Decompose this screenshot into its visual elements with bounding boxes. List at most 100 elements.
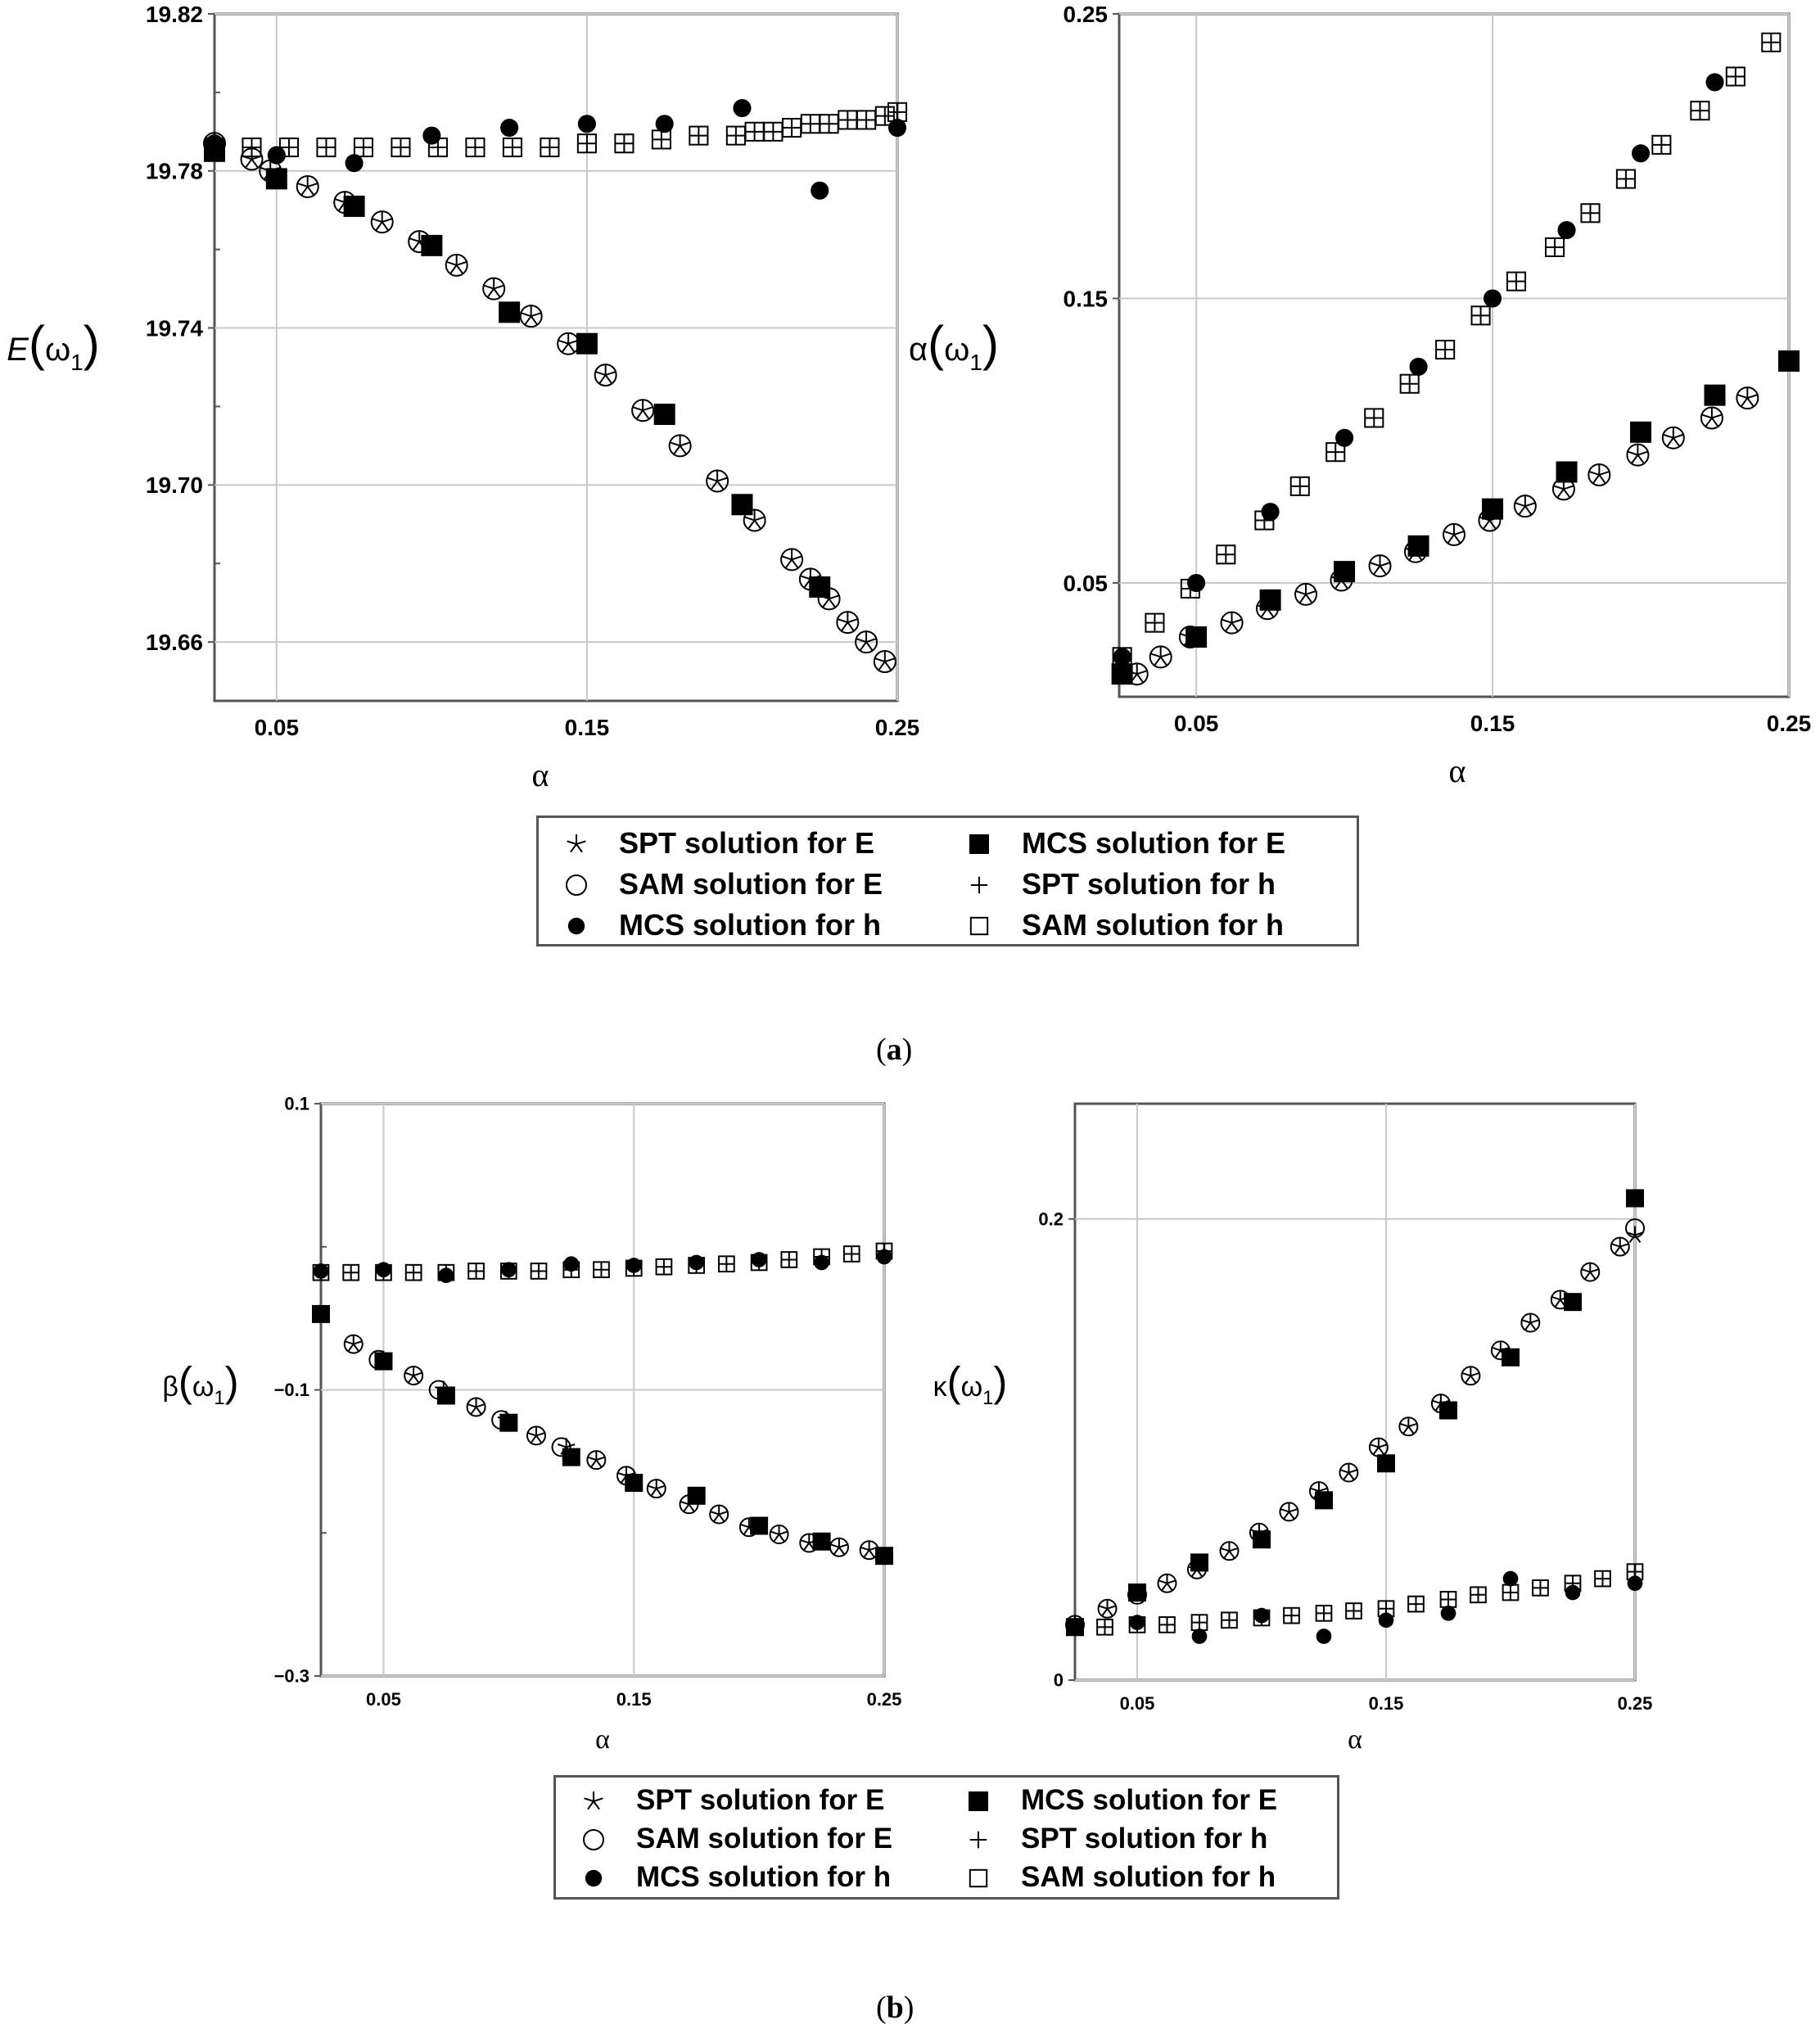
data-point [409, 231, 430, 251]
data-point [1257, 598, 1278, 618]
data-point [669, 435, 691, 455]
data-point [404, 1367, 422, 1384]
legend-label: SAM solution for h [1022, 908, 1284, 942]
data-point [731, 494, 753, 516]
legend-marker-shape [583, 1829, 604, 1850]
x-axis-label: α [1348, 1724, 1362, 1755]
data-point [1150, 646, 1172, 666]
data-point [1315, 1491, 1333, 1510]
legend-label: SPT solution for h [1021, 1823, 1268, 1855]
data-point [707, 470, 728, 490]
data-point [531, 1263, 547, 1279]
filled-square-icon [969, 834, 989, 854]
y-tick-label: −0.1 [274, 1380, 309, 1400]
data-point [1221, 612, 1243, 632]
data-point [1369, 555, 1391, 576]
data-point [655, 115, 674, 133]
data-point [647, 1480, 666, 1497]
series-mcs-solution-for-h [1113, 73, 1724, 666]
data-point [1778, 350, 1800, 372]
data-point [312, 1304, 330, 1323]
data-point [1626, 1189, 1644, 1208]
data-point [468, 1263, 484, 1279]
data-point [625, 1260, 642, 1276]
data-point [368, 1349, 389, 1370]
data-point [1565, 1584, 1581, 1601]
data-point [1521, 1313, 1540, 1331]
data-point [1565, 1575, 1581, 1592]
legend-marker-shape [567, 917, 585, 934]
data-point [818, 588, 840, 608]
series-spt-solution-for-h [1113, 33, 1781, 666]
legend-label: SPT solution for E [619, 826, 874, 860]
data-point [343, 1264, 359, 1281]
data-point [1581, 1263, 1600, 1281]
data-point [422, 126, 441, 145]
data-point [887, 102, 907, 121]
x-tick-label: 0.05 [1174, 711, 1219, 736]
data-point [499, 301, 521, 323]
series-layer-kappa [1065, 1189, 1645, 1644]
data-point [594, 364, 616, 385]
data-point [1067, 1619, 1083, 1635]
data-point [740, 1518, 758, 1535]
data-point [1627, 444, 1649, 464]
data-point [1461, 1367, 1480, 1384]
y-tick-label: 0.25 [1064, 2, 1109, 27]
data-point [1484, 289, 1502, 308]
legend-top: SPT solution for E MCS solution for E SAM … [536, 815, 1359, 946]
series-spt-solution-for-h [205, 102, 907, 157]
data-point [577, 115, 596, 133]
data-point [1704, 384, 1726, 406]
data-point [1595, 1570, 1610, 1587]
data-point [1310, 1482, 1328, 1499]
x-tick-label: 0.15 [565, 715, 610, 740]
data-point [483, 278, 504, 298]
x-tick-label: 0.25 [867, 1689, 902, 1710]
data-point [1408, 1596, 1424, 1612]
data-point [1436, 341, 1455, 359]
data-point [764, 122, 783, 141]
data-point [1280, 1502, 1298, 1520]
panel-label-b: (b) [876, 1990, 915, 2025]
data-point [1630, 421, 1652, 443]
data-point [562, 1448, 580, 1466]
open-circle-icon [566, 874, 587, 896]
legend-marker-shape [969, 916, 989, 935]
legend-label: SPT solution for h [1022, 867, 1276, 901]
y-tick-label: 19.70 [146, 472, 203, 498]
data-point [1191, 1615, 1208, 1630]
panel-label-a-letter: a [886, 1032, 902, 1067]
data-point [1295, 583, 1316, 604]
data-point [594, 1262, 609, 1278]
legend-label: SAM solution for E [636, 1823, 893, 1855]
data-point [1440, 1605, 1456, 1621]
data-point [1316, 1629, 1332, 1644]
star-icon [584, 1791, 603, 1810]
chart-beta: 0.05 0.15 0.25 0.1 −0.1 −0.3 α β(ω1) [162, 1094, 901, 1755]
data-point [1627, 1564, 1643, 1579]
plot-area-kappa [1073, 1102, 1637, 1682]
data-point [652, 130, 671, 149]
data-point [726, 126, 745, 145]
data-point [577, 134, 596, 153]
data-point [1616, 169, 1635, 188]
y-tick-label: 19.74 [146, 315, 203, 341]
data-point [1191, 1629, 1208, 1644]
data-point [710, 1505, 728, 1523]
data-point [876, 1243, 892, 1259]
open-square-icon [969, 1868, 988, 1888]
legend-bottom: SPT solution for E MCS solution for E SAM … [553, 1775, 1339, 1900]
data-point [687, 1486, 706, 1505]
data-point [689, 1258, 705, 1273]
data-point [1479, 509, 1501, 530]
open-square-icon [969, 916, 989, 935]
data-point [857, 111, 876, 129]
data-point [563, 1262, 580, 1278]
data-point [860, 1541, 878, 1558]
data-point [1533, 1580, 1548, 1596]
data-point [1370, 1438, 1388, 1456]
data-point [1736, 387, 1758, 408]
x-axis-label: α [1449, 752, 1466, 789]
